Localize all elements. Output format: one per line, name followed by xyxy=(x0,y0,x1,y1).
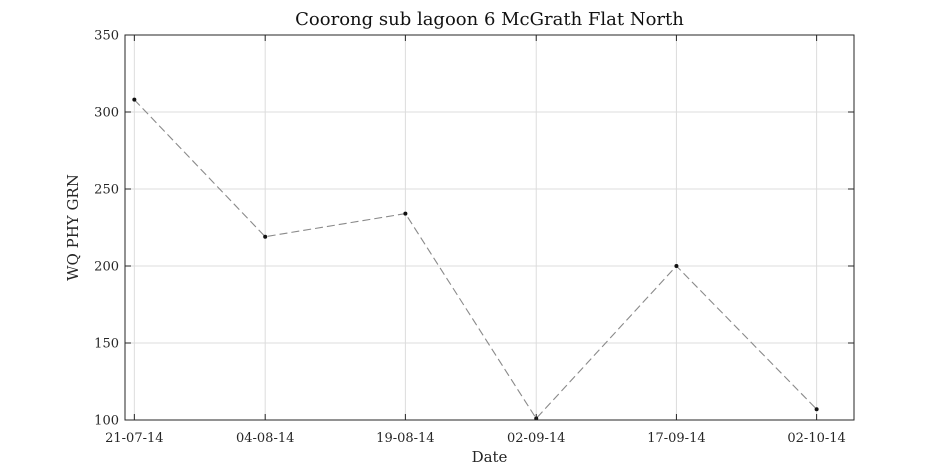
y-tick-label: 200 xyxy=(94,260,119,275)
series-layer xyxy=(132,97,819,421)
x-tick-label: 02-10-14 xyxy=(787,431,845,446)
data-point xyxy=(674,264,679,268)
x-tick-label: 19-08-14 xyxy=(376,431,434,446)
y-tick-label: 350 xyxy=(94,29,119,44)
y-axis-label: WQ PHY GRN xyxy=(64,174,82,281)
data-point xyxy=(132,97,137,102)
x-tick-label: 21-07-14 xyxy=(105,431,163,446)
chart-title: Coorong sub lagoon 6 McGrath Flat North xyxy=(295,9,684,30)
data-point xyxy=(403,211,408,216)
series-line xyxy=(133,99,817,420)
x-tick-label: 17-09-14 xyxy=(647,431,705,446)
x-tick-label: 04-08-14 xyxy=(236,431,294,446)
plot-frame xyxy=(124,34,855,421)
y-tick-label: 250 xyxy=(94,183,119,198)
data-point xyxy=(263,234,268,239)
y-tick-label: 300 xyxy=(94,106,119,121)
data-point xyxy=(814,407,819,412)
y-tick-label: 150 xyxy=(94,337,119,352)
grid xyxy=(125,34,854,421)
y-tick-label: 100 xyxy=(94,414,119,429)
x-tick-label: 02-09-14 xyxy=(507,431,565,446)
ticks: 100 150 200 250 300 350 21-07-14 04-08-14 19-08-… xyxy=(94,29,854,446)
x-axis-label: Date xyxy=(472,448,508,466)
